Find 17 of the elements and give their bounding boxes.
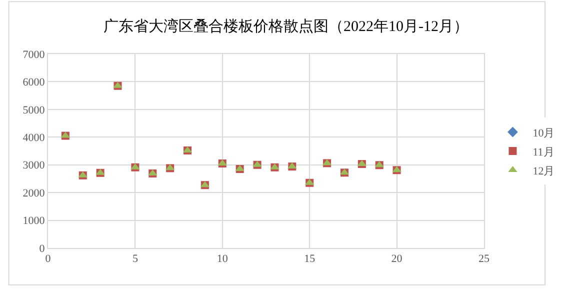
y-tick-label: 7000 xyxy=(22,48,46,61)
legend-label: 12月 xyxy=(532,165,555,178)
y-tick-label: 3000 xyxy=(22,160,46,172)
y-tick-label: 5000 xyxy=(22,104,46,116)
chart-title: 广东省大湾区叠合楼板价格散点图（2022年10月-12月） xyxy=(104,18,468,35)
legend-label: 11月 xyxy=(532,146,554,158)
y-tick-label: 0 xyxy=(39,242,46,255)
x-tick-label: 5 xyxy=(132,253,138,266)
legend-label: 10月 xyxy=(532,127,555,140)
y-tick-label: 4000 xyxy=(22,132,46,144)
x-tick-label: 15 xyxy=(304,253,316,266)
y-tick-label: 2000 xyxy=(22,187,46,200)
x-tick-label: 20 xyxy=(391,253,403,266)
x-tick-label: 25 xyxy=(478,253,490,266)
y-tick-label: 1000 xyxy=(22,215,46,228)
x-tick-label: 10 xyxy=(216,253,228,266)
y-tick-label: 6000 xyxy=(22,76,46,89)
